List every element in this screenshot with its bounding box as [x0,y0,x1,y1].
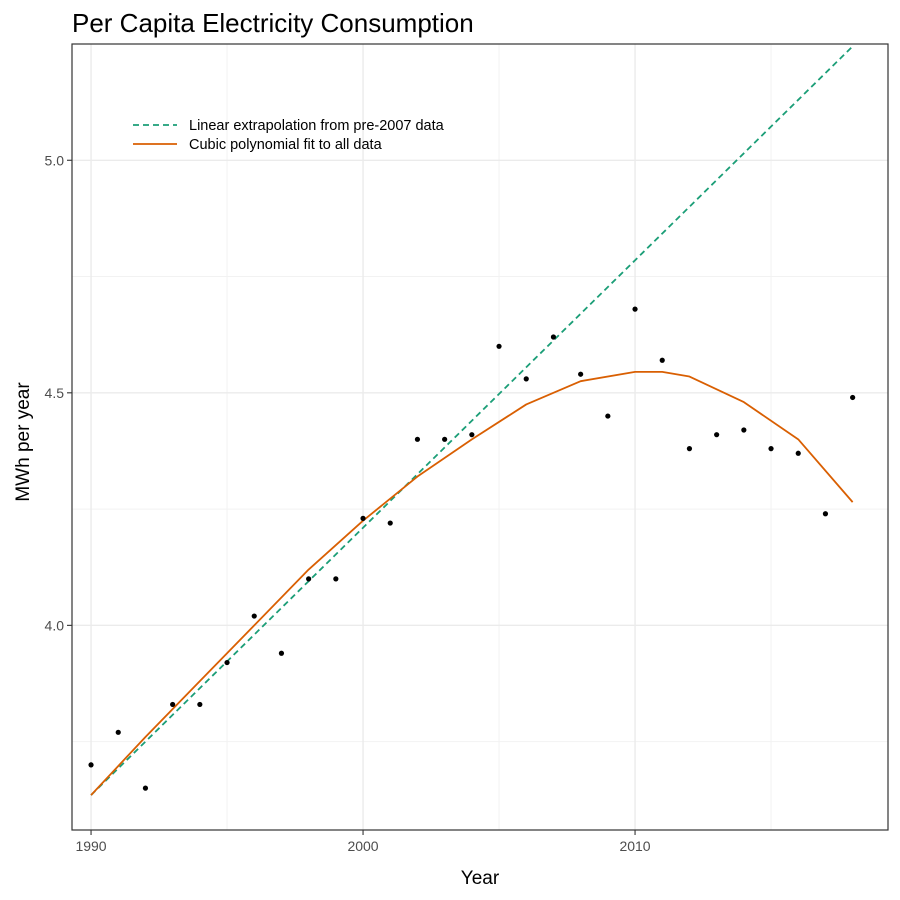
data-point [197,701,203,708]
linear-extrapolation-line [90,45,854,796]
data-point [714,432,720,438]
data-point [142,785,149,791]
y-axis-title: MWh per year [13,382,34,502]
data-point [496,343,502,349]
data-point [523,376,529,382]
data-layer [88,45,856,796]
data-point [578,371,584,377]
data-point [278,650,285,656]
data-point [686,446,693,452]
x-axis-title: Year [461,868,500,889]
data-point [605,413,611,419]
x-tick-label: 2010 [619,838,650,854]
data-point [333,576,339,582]
data-point [115,729,121,735]
x-tick-label: 1990 [75,838,106,854]
y-tick-label: 4.0 [45,617,65,633]
data-point [170,701,176,708]
data-point [442,436,448,442]
data-point [414,436,421,442]
panel-border [71,43,889,831]
cubic-fit-line [90,370,854,796]
x-tick-label: 2000 [347,838,378,854]
data-point [550,334,557,340]
legend: Linear extrapolation from pre-2007 data C… [133,118,445,153]
legend-label-linear: Linear extrapolation from pre-2007 data [189,118,445,134]
axis-layer: 1990 2000 2010 4.0 4.5 5.0 [45,152,651,854]
data-point [822,511,829,517]
data-point [469,432,475,438]
data-point [850,394,856,401]
data-point [387,520,393,526]
grid-layer [72,44,888,830]
data-point [306,576,312,582]
y-tick-label: 5.0 [45,152,65,168]
chart-title: Per Capita Electricity Consumption [72,8,474,38]
data-point [768,446,774,452]
legend-label-cubic: Cubic polynomial fit to all data [189,137,383,153]
data-point [632,306,638,312]
data-point [88,762,94,768]
y-tick-label: 4.5 [45,385,65,401]
data-point [360,515,366,521]
data-point [251,613,257,619]
data-point [224,659,230,666]
data-point [741,427,747,433]
data-point [659,357,665,363]
data-point [795,450,801,456]
